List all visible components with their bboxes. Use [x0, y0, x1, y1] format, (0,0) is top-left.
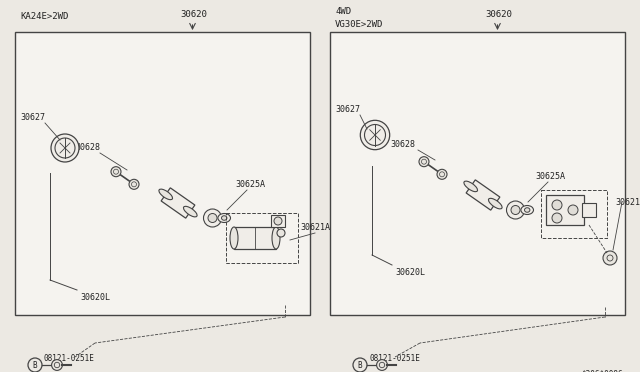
Bar	[15, 32, 310, 315]
Text: 30628: 30628	[75, 143, 100, 152]
Text: KA24E>2WD: KA24E>2WD	[20, 12, 68, 21]
Text: 08121-0251E: 08121-0251E	[369, 354, 420, 363]
Ellipse shape	[272, 227, 280, 249]
Circle shape	[204, 209, 221, 227]
Polygon shape	[161, 188, 195, 218]
Ellipse shape	[218, 214, 230, 222]
Bar	[330, 32, 625, 315]
Text: 30621A: 30621A	[300, 223, 330, 232]
Bar	[234, 227, 276, 249]
Ellipse shape	[230, 227, 238, 249]
Ellipse shape	[464, 181, 477, 192]
Text: 30620: 30620	[180, 10, 207, 19]
Circle shape	[437, 169, 447, 179]
Polygon shape	[466, 180, 500, 210]
Circle shape	[552, 200, 562, 210]
Circle shape	[277, 229, 285, 237]
Text: 30628: 30628	[390, 140, 415, 149]
Bar	[546, 195, 584, 225]
Text: 30625A: 30625A	[535, 172, 565, 181]
Bar	[541, 190, 607, 238]
Text: B: B	[33, 360, 37, 369]
Text: 30620: 30620	[486, 10, 513, 19]
Circle shape	[51, 134, 79, 162]
Bar	[582, 203, 596, 217]
Text: 30620L: 30620L	[80, 293, 110, 302]
Text: ^306^0096: ^306^0096	[581, 370, 623, 372]
Text: 30627: 30627	[20, 113, 45, 122]
Circle shape	[419, 157, 429, 167]
Circle shape	[129, 179, 139, 189]
Ellipse shape	[521, 205, 534, 215]
Text: 30625A: 30625A	[235, 180, 265, 189]
Circle shape	[208, 214, 217, 222]
Text: 08121-0251E: 08121-0251E	[44, 354, 95, 363]
Circle shape	[376, 360, 387, 371]
Circle shape	[274, 217, 282, 225]
Text: 4WD: 4WD	[335, 7, 351, 16]
Bar	[271, 215, 285, 227]
Circle shape	[111, 167, 121, 177]
Ellipse shape	[184, 206, 197, 217]
Circle shape	[511, 205, 520, 215]
Ellipse shape	[488, 198, 502, 209]
Bar	[226, 213, 298, 263]
Text: 30621A: 30621A	[615, 198, 640, 207]
Text: B: B	[358, 360, 362, 369]
Circle shape	[568, 205, 578, 215]
Text: 30627: 30627	[335, 105, 360, 114]
Circle shape	[506, 201, 525, 219]
Circle shape	[360, 120, 390, 150]
Ellipse shape	[159, 189, 173, 200]
Circle shape	[52, 360, 63, 371]
Text: VG30E>2WD: VG30E>2WD	[335, 20, 383, 29]
Text: 30620L: 30620L	[395, 268, 425, 277]
Circle shape	[552, 213, 562, 223]
Circle shape	[603, 251, 617, 265]
Ellipse shape	[525, 208, 530, 212]
Ellipse shape	[221, 216, 227, 220]
